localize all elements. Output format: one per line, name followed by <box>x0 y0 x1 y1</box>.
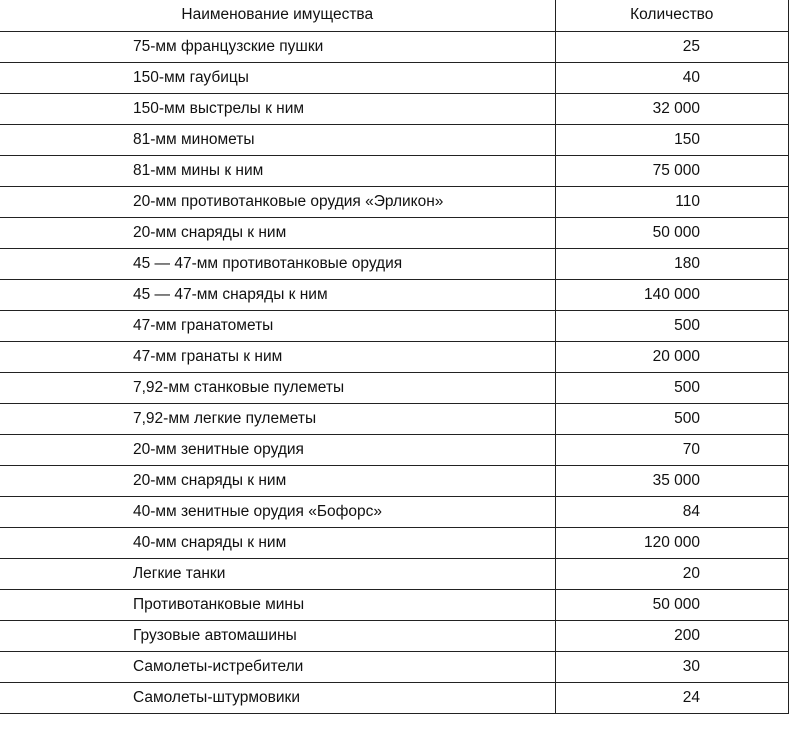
item-name-cell: 40-мм зенитные орудия «Бофорс» <box>0 495 556 528</box>
item-name-cell: 81-мм минометы <box>0 123 556 156</box>
item-name-cell: Легкие танки <box>0 557 556 590</box>
quantity-cell: 32 000 <box>554 92 789 125</box>
table-row: 7,92-мм легкие пулеметы 500 <box>0 402 789 435</box>
quantity-cell: 180 <box>554 247 789 280</box>
inventory-table: Наименование имущества Количество 75-мм … <box>0 0 789 714</box>
quantity-cell: 500 <box>554 371 789 404</box>
quantity-cell: 70 <box>554 433 789 466</box>
item-name-cell: 81-мм мины к ним <box>0 154 556 187</box>
quantity-cell: 75 000 <box>554 154 789 187</box>
quantity-cell: 40 <box>554 61 789 94</box>
item-name-cell: 20-мм снаряды к ним <box>0 464 556 497</box>
table-row: Легкие танки 20 <box>0 557 789 590</box>
item-name-cell: 20-мм снаряды к ним <box>0 216 556 249</box>
table-row: Самолеты-истребители 30 <box>0 650 789 683</box>
table-row: Грузовые автомашины 200 <box>0 619 789 652</box>
item-name-cell: 45 — 47-мм снаряды к ним <box>0 278 556 311</box>
table-row: 47-мм гранаты к ним 20 000 <box>0 340 789 373</box>
quantity-cell: 110 <box>554 185 789 218</box>
table-row: 47-мм гранатометы 500 <box>0 309 789 342</box>
table-row: 20-мм снаряды к ним 50 000 <box>0 216 789 249</box>
quantity-cell: 120 000 <box>554 526 789 559</box>
quantity-cell: 50 000 <box>554 216 789 249</box>
quantity-cell: 35 000 <box>554 464 789 497</box>
quantity-cell: 24 <box>554 681 789 714</box>
quantity-cell: 200 <box>554 619 789 652</box>
item-name-cell: 75-мм французские пушки <box>0 31 556 63</box>
table-row: 75-мм французские пушки 25 <box>0 31 789 63</box>
table-row: Противотанковые мины 50 000 <box>0 588 789 621</box>
quantity-cell: 25 <box>554 31 789 63</box>
item-name-cell: 20-мм зенитные орудия <box>0 433 556 466</box>
header-quantity: Количество <box>554 0 789 32</box>
table-row: 81-мм мины к ним 75 000 <box>0 154 789 187</box>
item-name-cell: Самолеты-штурмовики <box>0 681 556 714</box>
item-name-cell: Противотанковые мины <box>0 588 556 621</box>
quantity-cell: 30 <box>554 650 789 683</box>
quantity-cell: 150 <box>554 123 789 156</box>
quantity-cell: 500 <box>554 402 789 435</box>
item-name-cell: 47-мм гранатометы <box>0 309 556 342</box>
header-name: Наименование имущества <box>0 0 556 32</box>
table-row: 45 — 47-мм снаряды к ним 140 000 <box>0 278 789 311</box>
table-row: 7,92-мм станковые пулеметы 500 <box>0 371 789 404</box>
item-name-cell: 47-мм гранаты к ним <box>0 340 556 373</box>
table-row: 40-мм зенитные орудия «Бофорс» 84 <box>0 495 789 528</box>
table-row: 45 — 47-мм противотанковые орудия 180 <box>0 247 789 280</box>
quantity-cell: 20 000 <box>554 340 789 373</box>
item-name-cell: 7,92-мм станковые пулеметы <box>0 371 556 404</box>
item-name-cell: 20-мм противотанковые орудия «Эрликон» <box>0 185 556 218</box>
table-row: 20-мм противотанковые орудия «Эрликон» 11… <box>0 185 789 218</box>
table-row: 20-мм зенитные орудия 70 <box>0 433 789 466</box>
item-name-cell: 150-мм выстрелы к ним <box>0 92 556 125</box>
table-row: 150-мм выстрелы к ним 32 000 <box>0 92 789 125</box>
item-name-cell: 150-мм гаубицы <box>0 61 556 94</box>
quantity-cell: 50 000 <box>554 588 789 621</box>
item-name-cell: 45 — 47-мм противотанковые орудия <box>0 247 556 280</box>
quantity-cell: 140 000 <box>554 278 789 311</box>
header-row: Наименование имущества Количество <box>0 0 789 32</box>
table-row: 40-мм снаряды к ним 120 000 <box>0 526 789 559</box>
table-row: 150-мм гаубицы 40 <box>0 61 789 94</box>
quantity-cell: 84 <box>554 495 789 528</box>
quantity-cell: 20 <box>554 557 789 590</box>
item-name-cell: Грузовые автомашины <box>0 619 556 652</box>
item-name-cell: 7,92-мм легкие пулеметы <box>0 402 556 435</box>
quantity-cell: 500 <box>554 309 789 342</box>
table-row: Самолеты-штурмовики 24 <box>0 681 789 714</box>
item-name-cell: Самолеты-истребители <box>0 650 556 683</box>
table-row: 20-мм снаряды к ним 35 000 <box>0 464 789 497</box>
table-row: 81-мм минометы 150 <box>0 123 789 156</box>
item-name-cell: 40-мм снаряды к ним <box>0 526 556 559</box>
